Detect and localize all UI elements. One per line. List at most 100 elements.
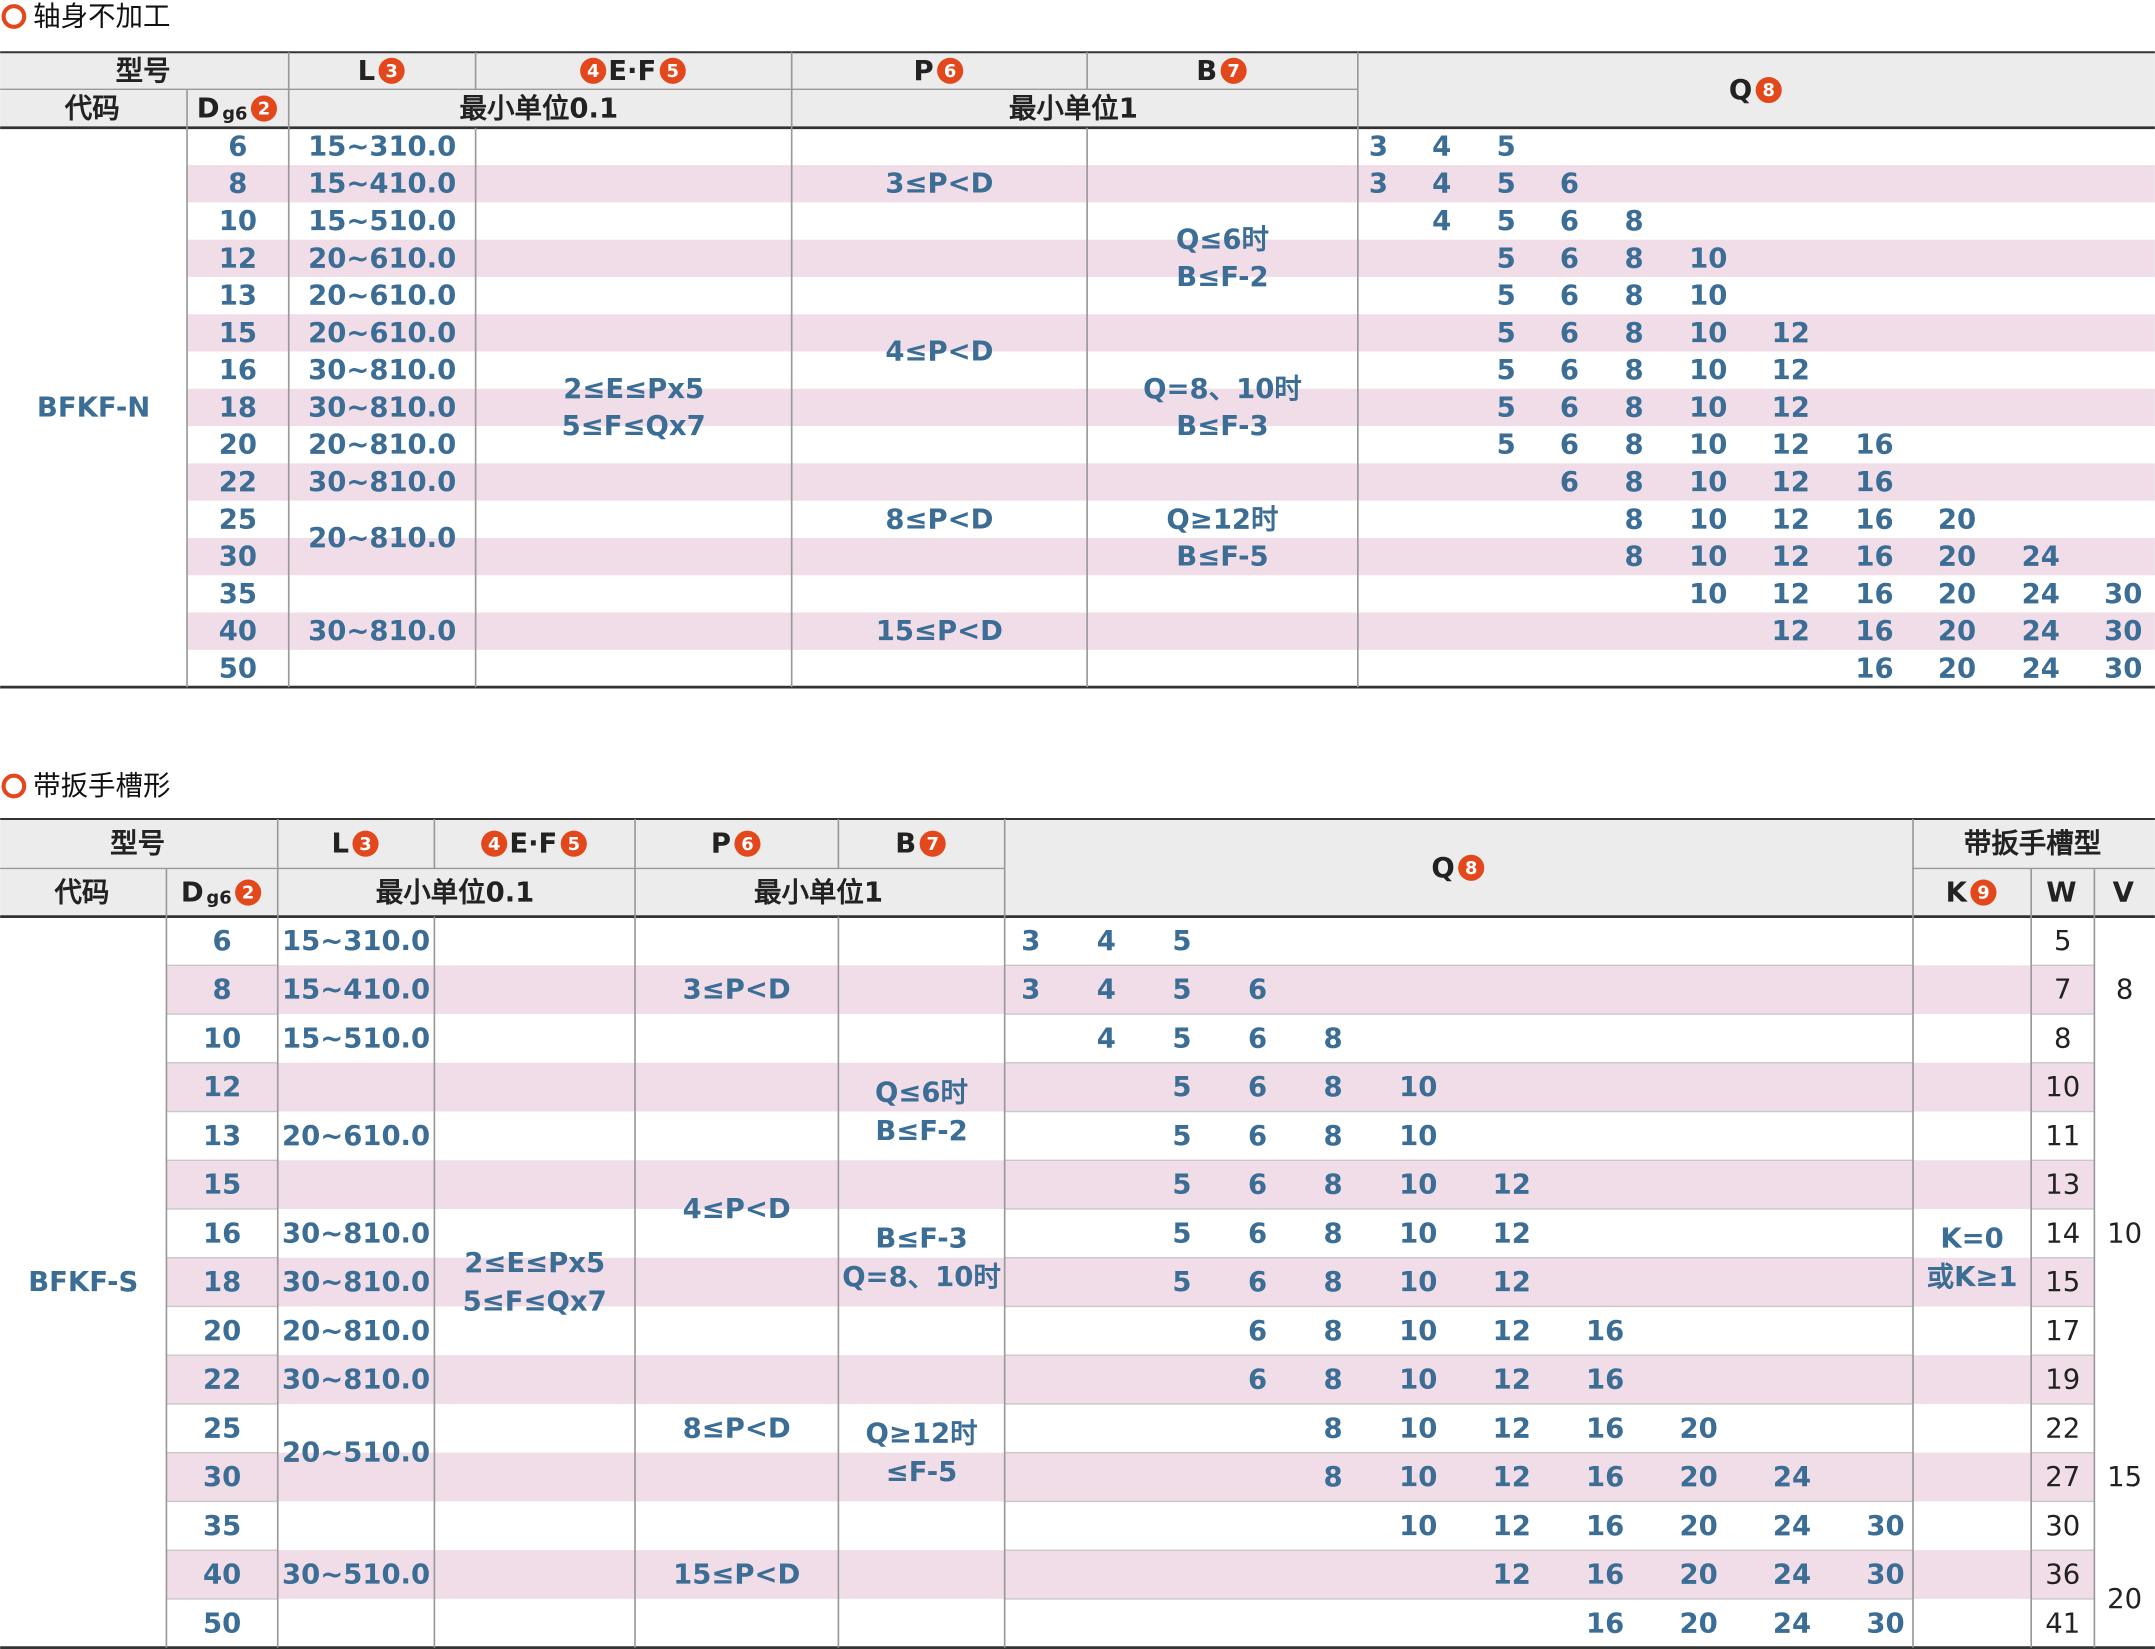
badge-circle — [734, 830, 761, 857]
badge-number: 4 — [587, 61, 599, 82]
q-value: 10 — [1689, 466, 1727, 498]
badge: 4 — [481, 830, 508, 857]
header-label: P — [711, 828, 731, 860]
q-value: 16 — [1586, 1461, 1624, 1493]
q-value: 10 — [1399, 1461, 1437, 1493]
q-value: 20 — [1680, 1510, 1718, 1542]
v-value: 10 — [2107, 1217, 2142, 1249]
q-value: 10 — [1689, 391, 1727, 423]
badge-circle — [378, 57, 405, 84]
badge: 3 — [378, 57, 405, 84]
q-value: 30 — [1866, 1607, 1904, 1639]
q-value: 24 — [1773, 1510, 1811, 1542]
row-stripe — [166, 1452, 2095, 1502]
p-rule: 8≤P<D — [683, 1412, 791, 1444]
diameter: 20 — [219, 429, 257, 461]
diameter: 6 — [228, 130, 247, 162]
q-value: 5 — [1172, 1169, 1191, 1201]
q-value: 10 — [1689, 242, 1727, 274]
diameter: 30 — [203, 1461, 241, 1493]
q-value: 6 — [1560, 354, 1579, 386]
header-label: 最小单位1 — [1009, 93, 1138, 125]
header-label: L — [332, 828, 350, 860]
q-value: 5 — [1497, 354, 1516, 386]
diameter: 50 — [203, 1607, 241, 1639]
q-value: 10 — [1399, 1071, 1437, 1103]
q-value: 6 — [1560, 317, 1579, 349]
p-rule: 15≤P<D — [673, 1559, 800, 1591]
q-value: 5 — [1497, 242, 1516, 274]
q-value: 20 — [1680, 1412, 1718, 1444]
q-value: 16 — [1855, 652, 1893, 684]
diameter: 35 — [203, 1510, 241, 1542]
header-v: V — [2113, 877, 2135, 909]
badge-circle — [1970, 879, 1997, 906]
q-value: 20 — [1680, 1461, 1718, 1493]
badge-circle — [937, 57, 964, 84]
diameter: 15 — [219, 317, 257, 349]
diameter: 35 — [219, 578, 257, 610]
header-label: P — [914, 55, 934, 87]
length-range: 20~810.0 — [282, 1315, 430, 1347]
length-range: 30~810.0 — [308, 354, 456, 386]
q-value: 4 — [1097, 974, 1116, 1006]
b-rule: Q=8、10时 — [1143, 373, 1302, 405]
q-value: 30 — [2104, 652, 2142, 684]
q-value: 12 — [1493, 1217, 1531, 1249]
q-value: 8 — [1624, 354, 1643, 386]
q-value: 12 — [1772, 541, 1810, 573]
diameter: 16 — [203, 1217, 241, 1249]
row-stripe — [187, 537, 2155, 576]
q-value: 10 — [1399, 1120, 1437, 1152]
q-value: 12 — [1493, 1169, 1531, 1201]
length-range: 30~810.0 — [282, 1364, 430, 1396]
badge-number: 6 — [944, 61, 956, 82]
q-value: 8 — [1324, 1364, 1343, 1396]
q-value: 16 — [1586, 1364, 1624, 1396]
q-value: 6 — [1560, 205, 1579, 237]
diameter: 22 — [203, 1364, 241, 1396]
q-value: 5 — [1497, 205, 1516, 237]
q-value: 12 — [1493, 1510, 1531, 1542]
length-range: 15~510.0 — [308, 205, 456, 237]
q-value: 4 — [1432, 205, 1451, 237]
w-value: 19 — [2045, 1364, 2080, 1396]
header-unit: 最小单位0.1 — [460, 93, 619, 125]
q-value: 10 — [1399, 1217, 1437, 1249]
v-value: 8 — [2116, 974, 2133, 1006]
q-value: 10 — [1399, 1266, 1437, 1298]
q-value: 8 — [1324, 1169, 1343, 1201]
q-value: 24 — [2022, 652, 2060, 684]
row-stripe — [166, 1257, 2095, 1307]
q-value: 5 — [1172, 1120, 1191, 1152]
p-rule: 3≤P<D — [885, 168, 993, 200]
model-code: BFKF-N — [37, 391, 150, 423]
header-label: B — [1196, 55, 1217, 87]
length-range: 20~810.0 — [308, 522, 456, 554]
q-value: 12 — [1772, 503, 1810, 535]
q-value: 8 — [1624, 205, 1643, 237]
badge: 6 — [937, 57, 964, 84]
q-value: 24 — [1773, 1607, 1811, 1639]
q-value: 20 — [1938, 503, 1976, 535]
header-ef: 4 E·F 5 — [580, 55, 686, 87]
header-label: B — [895, 828, 916, 860]
diameter: 18 — [203, 1266, 241, 1298]
badge-circle — [659, 57, 686, 84]
q-value: 8 — [1324, 1217, 1343, 1249]
header-label: D — [197, 93, 220, 125]
badge-circle — [352, 830, 379, 857]
diameter: 22 — [219, 466, 257, 498]
w-value: 7 — [2054, 974, 2071, 1006]
q-value: 16 — [1855, 429, 1893, 461]
row-stripe — [166, 1062, 2095, 1112]
badge-number: 9 — [1977, 883, 1989, 904]
q-value: 12 — [1493, 1559, 1531, 1591]
q-value: 12 — [1493, 1461, 1531, 1493]
w-value: 8 — [2054, 1022, 2071, 1054]
q-value: 20 — [1938, 615, 1976, 647]
